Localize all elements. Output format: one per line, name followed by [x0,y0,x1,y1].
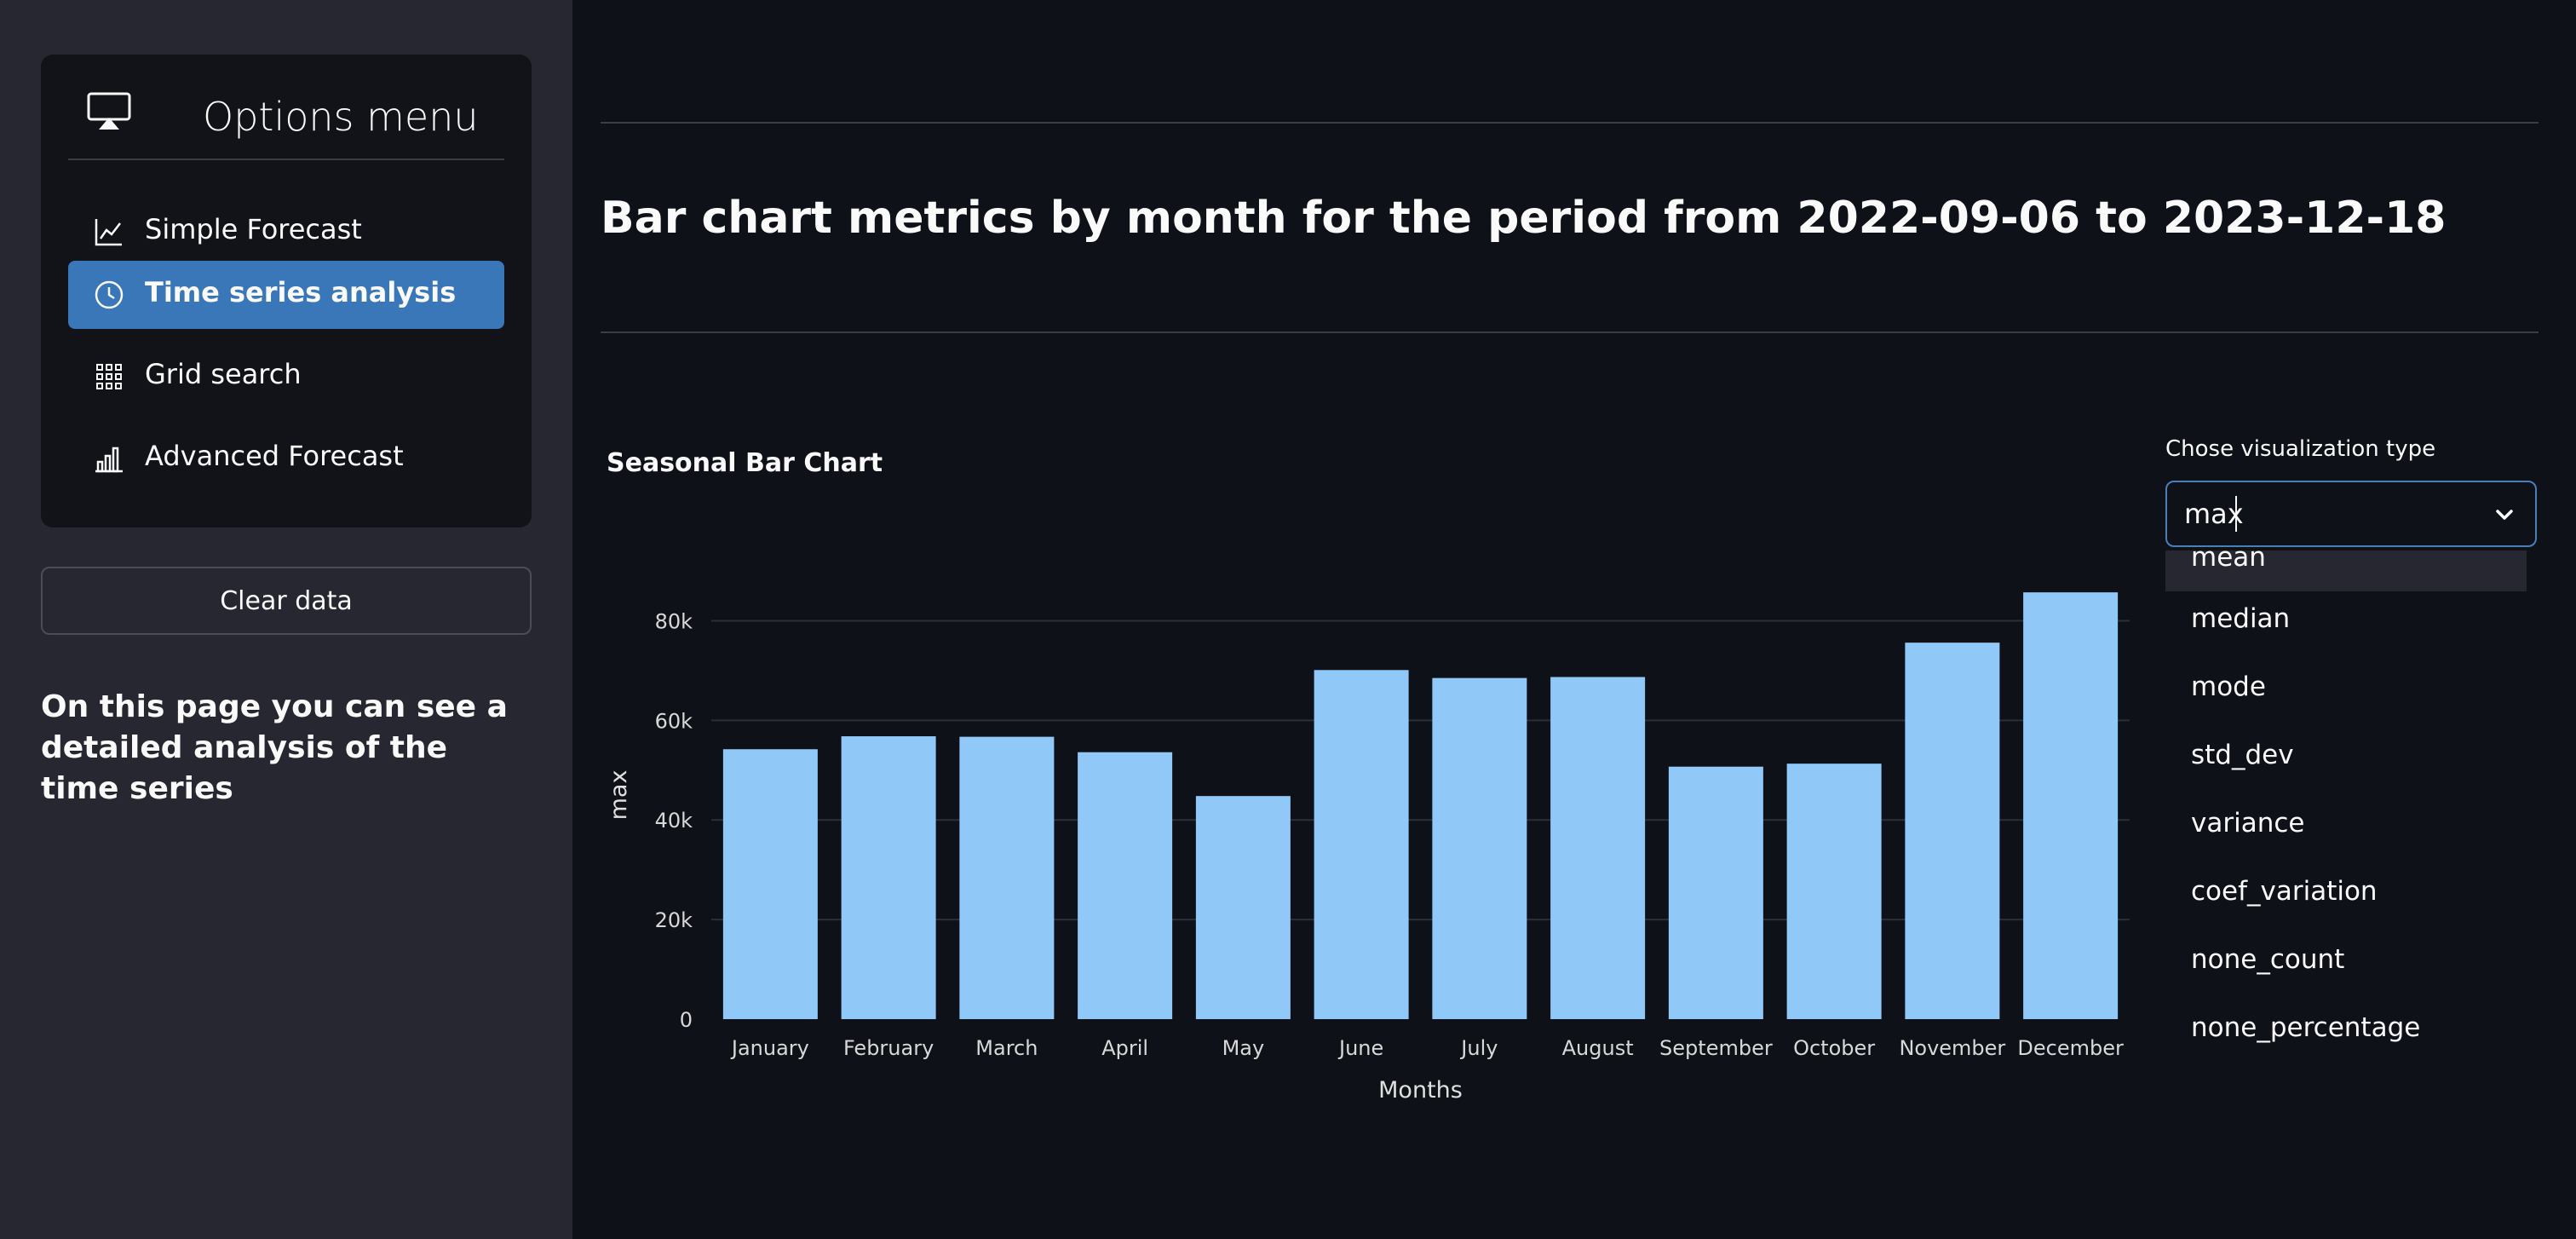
bar-june [1314,670,1409,1019]
x-tick-label: May [1222,1036,1265,1060]
divider-bottom [601,331,2539,333]
menu-item-label: Simple Forecast [145,213,362,245]
menu-item-label: Grid search [145,358,302,390]
options-menu-header: Options menu [68,89,504,160]
select-input-value[interactable]: max [2184,498,2244,530]
dropdown-option-coef-variation[interactable]: coef_variation [2191,876,2378,907]
dropdown-option-median[interactable]: median [2191,603,2291,634]
line-chart-icon [94,216,124,247]
y-tick-label: 0 [680,1008,693,1032]
sidebar: Options menu Simple Forecast Time series… [0,0,572,1239]
dropdown-option-none-count[interactable]: none_count [2191,944,2345,975]
bar-february [841,736,936,1019]
x-tick-label: August [1562,1036,1634,1060]
menu-item-label: Time series analysis [145,276,457,308]
text-caret [2235,496,2237,532]
dropdown-option-mode[interactable]: mode [2191,671,2266,702]
visualization-type-label: Chose visualization type [2165,436,2436,462]
menu-item-advanced-forecast[interactable]: Advanced Forecast [68,424,504,493]
dropdown-option-std-dev[interactable]: std_dev [2191,740,2294,770]
bar-january [722,749,818,1019]
menu-item-label: Advanced Forecast [145,440,404,472]
page-title: Bar chart metrics by month for the perio… [601,193,2447,244]
bar-april [1078,752,1173,1019]
chart-title: Seasonal Bar Chart [607,448,883,478]
menu-item-time-series-analysis[interactable]: Time series analysis [68,261,504,329]
bar-march [959,736,1055,1019]
x-tick-label: September [1659,1036,1773,1060]
visualization-type-select[interactable]: max [2165,481,2537,547]
clear-data-button[interactable]: Clear data [41,567,532,635]
x-tick-label: October [1793,1036,1875,1060]
x-tick-label: November [1899,1036,2005,1060]
x-axis-label: Months [1378,1077,1463,1104]
x-tick-label: April [1101,1036,1148,1060]
dropdown-option-variance[interactable]: variance [2191,808,2305,838]
bar-july [1432,677,1527,1019]
options-menu-title: Options menu [203,94,479,140]
bar-november [1905,643,2000,1019]
y-tick-label: 40k [655,809,693,833]
y-axis-label: max [606,770,632,821]
x-tick-label: March [975,1036,1038,1060]
grid-icon [94,361,124,392]
bar-chart-icon [94,443,124,474]
bar-october [1786,764,1882,1019]
divider-top [601,122,2539,124]
seasonal-bar-chart: 0 20k 40k 60k 80k January February March April Ma… [606,592,2130,1104]
y-tick-label: 60k [655,709,693,733]
dropdown-option-mean[interactable]: mean [2165,550,2527,591]
x-tick-label: January [730,1036,809,1060]
bar-may [1195,796,1291,1019]
menu-item-simple-forecast[interactable]: Simple Forecast [68,198,504,266]
x-tick-label: June [1337,1036,1383,1060]
menu-item-grid-search[interactable]: Grid search [68,343,504,411]
chevron-down-icon[interactable] [2493,503,2516,530]
visualization-type-dropdown: mean median mode std_dev variance coef_v… [2165,550,2527,1060]
bar-september [1668,766,1763,1019]
x-tick-label: February [843,1036,934,1060]
clock-icon [94,279,124,310]
bar-august [1550,677,1646,1019]
airplay-icon [87,90,131,135]
dropdown-option-none-percentage[interactable]: none_percentage [2191,1012,2421,1043]
bar-december [2023,592,2119,1019]
x-tick-label: July [1459,1036,1498,1060]
options-menu: Options menu Simple Forecast Time series… [41,55,532,527]
y-tick-label: 80k [655,609,693,633]
page-description: On this page you can see a detailed anal… [41,689,508,806]
y-tick-label: 20k [655,908,693,932]
x-tick-label: December [2017,1036,2124,1060]
